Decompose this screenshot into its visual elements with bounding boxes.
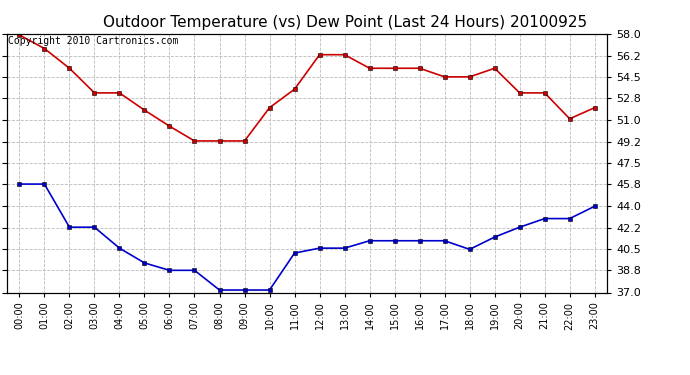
Text: Copyright 2010 Cartronics.com: Copyright 2010 Cartronics.com xyxy=(8,36,179,46)
Text: Outdoor Temperature (vs) Dew Point (Last 24 Hours) 20100925: Outdoor Temperature (vs) Dew Point (Last… xyxy=(103,15,587,30)
